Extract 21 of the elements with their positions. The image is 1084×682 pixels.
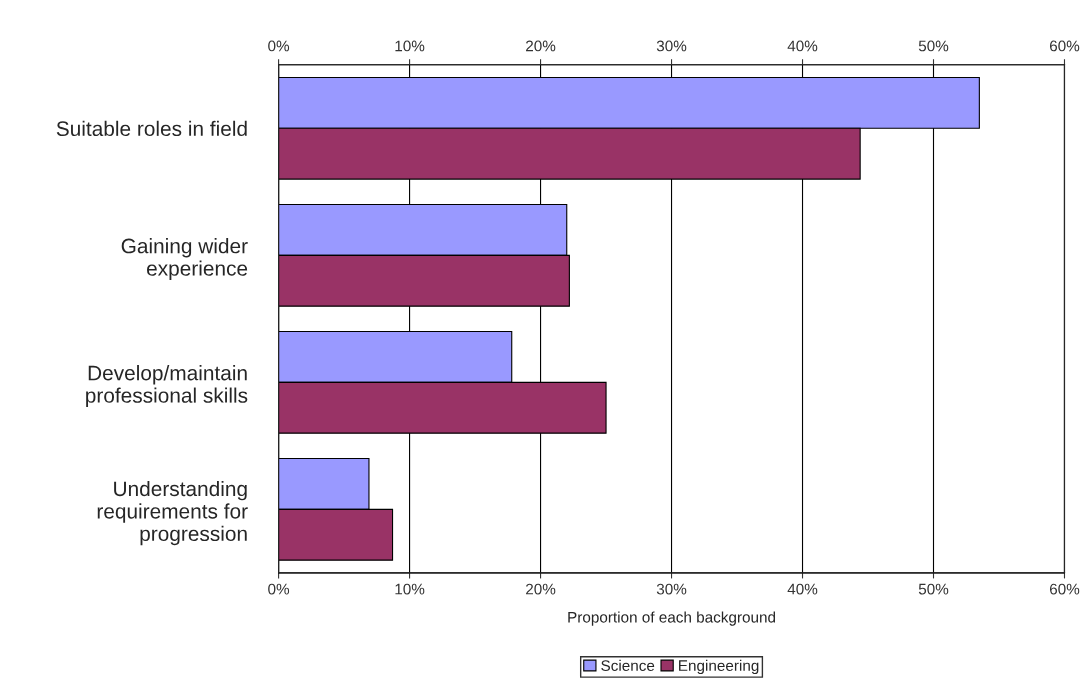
x2-tick-label: 20% <box>526 40 556 52</box>
legend-label: Science <box>601 659 655 672</box>
y-tick-label: Understanding requirements for progression <box>97 480 248 546</box>
x-tick-label: 50% <box>918 583 949 595</box>
legend-label: Engineering <box>679 659 759 675</box>
x2-tick-label: 10% <box>395 40 425 52</box>
x-tick-label: 60% <box>1049 583 1080 595</box>
x2-tick-label: 60% <box>1049 40 1080 52</box>
x-tick-label: 40% <box>787 583 818 595</box>
y-tick-label: Develop/maintain professional skills <box>86 365 248 407</box>
x-tick-label: 10% <box>395 583 425 595</box>
x2-tick-label: 40% <box>787 40 818 52</box>
x-tick-label: 20% <box>526 583 556 595</box>
x-axis-title: Proportion of each background <box>568 611 776 626</box>
x2-tick-label: 50% <box>918 40 949 52</box>
x-tick-label: 0% <box>268 583 290 595</box>
x-tick-label: 30% <box>656 583 687 595</box>
x2-tick-label: 30% <box>656 40 687 52</box>
y-tick-label: Gaining wider experience <box>121 238 248 280</box>
y-tick-label: Suitable roles in field <box>56 120 247 137</box>
x2-tick-label: 0% <box>268 40 290 52</box>
